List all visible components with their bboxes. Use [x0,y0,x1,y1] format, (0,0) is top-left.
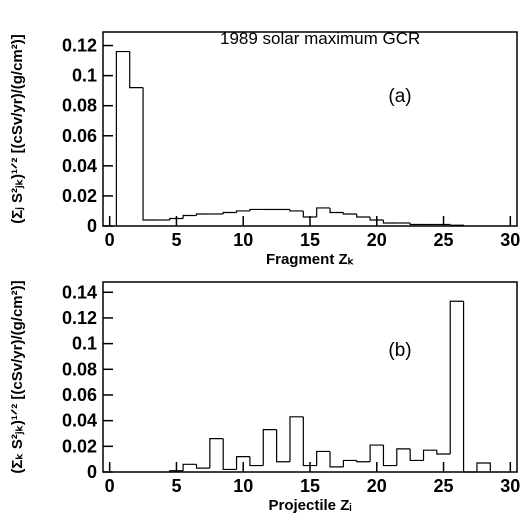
plot-frame [102,281,518,473]
x-tick-label: 25 [434,476,454,496]
x-axis-label: Fragment Zₖ [266,251,355,268]
chart-title: 1989 solar maximum GCR [220,29,420,48]
histogram-step [409,448,424,462]
histogram-step [382,219,397,224]
histogram-step [195,464,210,469]
histogram-step [222,438,237,471]
y-tick-label: 0.04 [62,156,97,176]
y-tick-label: 0.06 [62,126,97,146]
histogram-step [302,210,317,218]
y-tick-label: 0.1 [72,334,97,354]
x-tick-label: 10 [233,230,253,250]
histogram-step [329,207,344,214]
histogram-step [369,216,384,221]
histogram-step [169,217,184,220]
x-tick-label: 20 [367,476,387,496]
histogram-step [342,212,357,215]
histogram-step [289,209,304,212]
y-tick-label: 0.14 [62,282,97,302]
histogram-step [436,450,451,455]
panel-label: (a) [388,86,411,107]
x-tick-label: 25 [434,230,454,250]
histogram-step [449,300,464,455]
y-tick-label: 0.08 [62,359,97,379]
histogram-step [235,455,250,470]
x-tick-label: 5 [171,476,181,496]
y-tick-label: 0 [87,216,97,236]
y-tick-label: 0.12 [62,36,97,56]
histogram-step [302,416,317,467]
x-tick-label: 0 [105,230,115,250]
x-tick-label: 30 [500,476,520,496]
x-tick-label: 20 [367,230,387,250]
histogram-step [235,210,250,213]
x-tick-label: 0 [105,476,115,496]
histogram-step [422,449,437,461]
histogram-step [289,416,304,462]
y-tick-label: 0.04 [62,411,97,431]
histogram-step [195,213,210,216]
histogram-step [316,450,331,466]
histogram-step [182,214,197,219]
histogram-step [249,456,264,467]
histogram-step [409,222,424,226]
histogram-step [169,470,184,472]
histogram-step [396,448,411,466]
histogram-step [222,211,237,214]
y-tick-label: 0.12 [62,308,97,328]
histogram-step [476,462,491,472]
histogram-step [369,444,384,462]
y-tick-label: 0.02 [62,436,97,456]
histogram-step [209,438,224,469]
histogram-step [342,459,357,467]
histogram-step [262,429,277,466]
histogram-step [142,87,157,221]
histogram-step [129,51,144,89]
x-axis-label: Projectile Zᵢ [269,497,352,514]
y-tick-label: 0 [87,462,97,482]
histogram-step [276,429,290,463]
y-tick-label: 0.1 [72,66,97,86]
y-axis-label: (Σₖ S²ⱼₖ)¹ᐟ² [(cSv/yr)/(g/cm²)] [9,280,26,473]
x-tick-label: 10 [233,476,253,496]
y-axis-label: (Σⱼ S²ⱼₖ)¹ᐟ² [(cSv/yr)/(g/cm²)] [9,34,26,223]
panel-label: (b) [388,340,411,361]
x-tick-label: 5 [171,230,181,250]
x-tick-label: 15 [300,476,320,496]
histogram-step [182,463,197,471]
histogram-step [316,207,331,217]
y-tick-label: 0.08 [62,96,97,116]
histogram-step [449,224,465,226]
histogram-step [249,208,264,211]
x-tick-label: 30 [500,230,520,250]
histogram-step [356,460,371,463]
histogram-step [382,445,397,467]
x-tick-label: 15 [300,230,320,250]
histogram-step [329,451,344,468]
y-tick-label: 0.02 [62,186,97,206]
plot-frame [102,31,518,227]
histogram-step [115,50,130,226]
histogram-step [356,213,371,218]
histogram-step [462,301,477,473]
y-tick-label: 0.06 [62,385,97,405]
